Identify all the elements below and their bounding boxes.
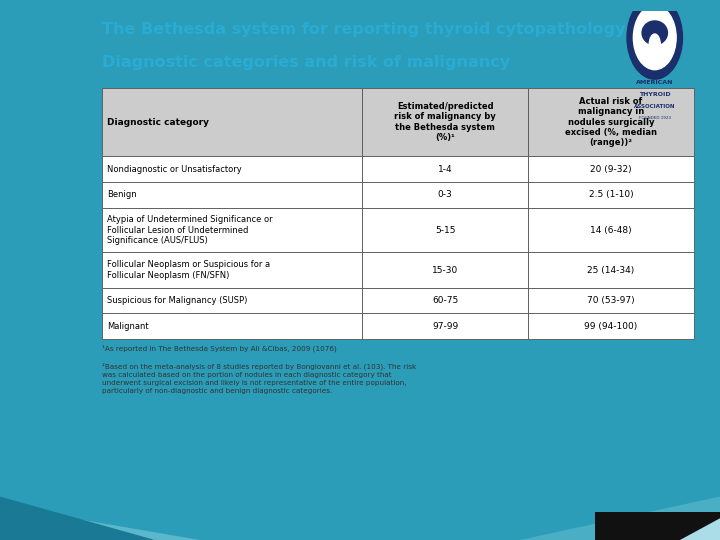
Polygon shape [680, 518, 720, 540]
Bar [102, 182, 362, 208]
Bar [102, 88, 362, 156]
Text: 20 (9-32): 20 (9-32) [590, 165, 632, 173]
Bar [528, 288, 694, 314]
Polygon shape [0, 506, 200, 540]
Bar [528, 156, 694, 182]
Text: 1-4: 1-4 [438, 165, 452, 173]
Bar [528, 314, 694, 339]
Text: FOUNDED 1923: FOUNDED 1923 [639, 116, 671, 120]
Polygon shape [520, 497, 720, 540]
Text: 5-15: 5-15 [435, 226, 456, 234]
Bar [362, 208, 528, 252]
Bar [362, 182, 528, 208]
Text: Estimated/predicted
risk of malignancy by
the Bethesda system
(%)¹: Estimated/predicted risk of malignancy b… [395, 102, 496, 142]
Text: Atypia of Undetermined Significance or
Follicular Lesion of Undetermined
Signifi: Atypia of Undetermined Significance or F… [107, 215, 272, 245]
Text: Follicular Neoplasm or Suspicious for a
Follicular Neoplasm (FN/SFN): Follicular Neoplasm or Suspicious for a … [107, 260, 270, 280]
Circle shape [627, 0, 683, 79]
Bar [362, 288, 528, 314]
Text: AMERICAN: AMERICAN [636, 80, 673, 85]
Bar [362, 156, 528, 182]
Text: 14 (6-48): 14 (6-48) [590, 226, 632, 234]
Text: 0-3: 0-3 [438, 190, 453, 199]
Text: 70 (53-97): 70 (53-97) [588, 296, 635, 305]
Bar [102, 288, 362, 314]
Bar [102, 208, 362, 252]
Bar [528, 88, 694, 156]
Text: Nondiagnostic or Unsatisfactory: Nondiagnostic or Unsatisfactory [107, 165, 241, 173]
Text: 25 (14-34): 25 (14-34) [588, 266, 634, 274]
Text: 99 (94-100): 99 (94-100) [585, 322, 638, 331]
Text: 2.5 (1-10): 2.5 (1-10) [589, 190, 634, 199]
Text: 97-99: 97-99 [432, 322, 459, 331]
Bar [528, 208, 694, 252]
Bar [102, 252, 362, 288]
Text: THYROID: THYROID [639, 92, 670, 97]
Bar [528, 182, 694, 208]
Text: The Bethesda system for reporting thyroid cytopathology:: The Bethesda system for reporting thyroi… [102, 22, 631, 37]
Bar [362, 252, 528, 288]
Bar [102, 156, 362, 182]
Ellipse shape [642, 21, 667, 45]
Text: ¹As reported in The Bethesda System by Ali &Cibas, 2009 (1076): ¹As reported in The Bethesda System by A… [102, 345, 336, 353]
Bar [362, 88, 528, 156]
Bar [595, 512, 720, 540]
Text: Malignant: Malignant [107, 322, 148, 331]
Text: ²Based on the meta-analysis of 8 studies reported by Bongiovanni et al. (103). T: ²Based on the meta-analysis of 8 studies… [102, 363, 416, 394]
Text: Diagnostic category: Diagnostic category [107, 118, 209, 126]
Text: 15-30: 15-30 [432, 266, 459, 274]
Text: Benign: Benign [107, 190, 136, 199]
Text: Suspicious for Malignancy (SUSP): Suspicious for Malignancy (SUSP) [107, 296, 247, 305]
Text: 60-75: 60-75 [432, 296, 459, 305]
Text: Actual risk of
malignancy in
nodules surgically
excised (%, median
(range))²: Actual risk of malignancy in nodules sur… [565, 97, 657, 147]
Bar [362, 314, 528, 339]
Circle shape [634, 5, 676, 70]
Bar [528, 252, 694, 288]
Bar [102, 314, 362, 339]
Text: Diagnostic categories and risk of malignancy: Diagnostic categories and risk of malign… [102, 55, 510, 70]
Ellipse shape [649, 34, 660, 56]
Polygon shape [0, 497, 155, 540]
Text: ASSOCIATION: ASSOCIATION [634, 104, 675, 109]
